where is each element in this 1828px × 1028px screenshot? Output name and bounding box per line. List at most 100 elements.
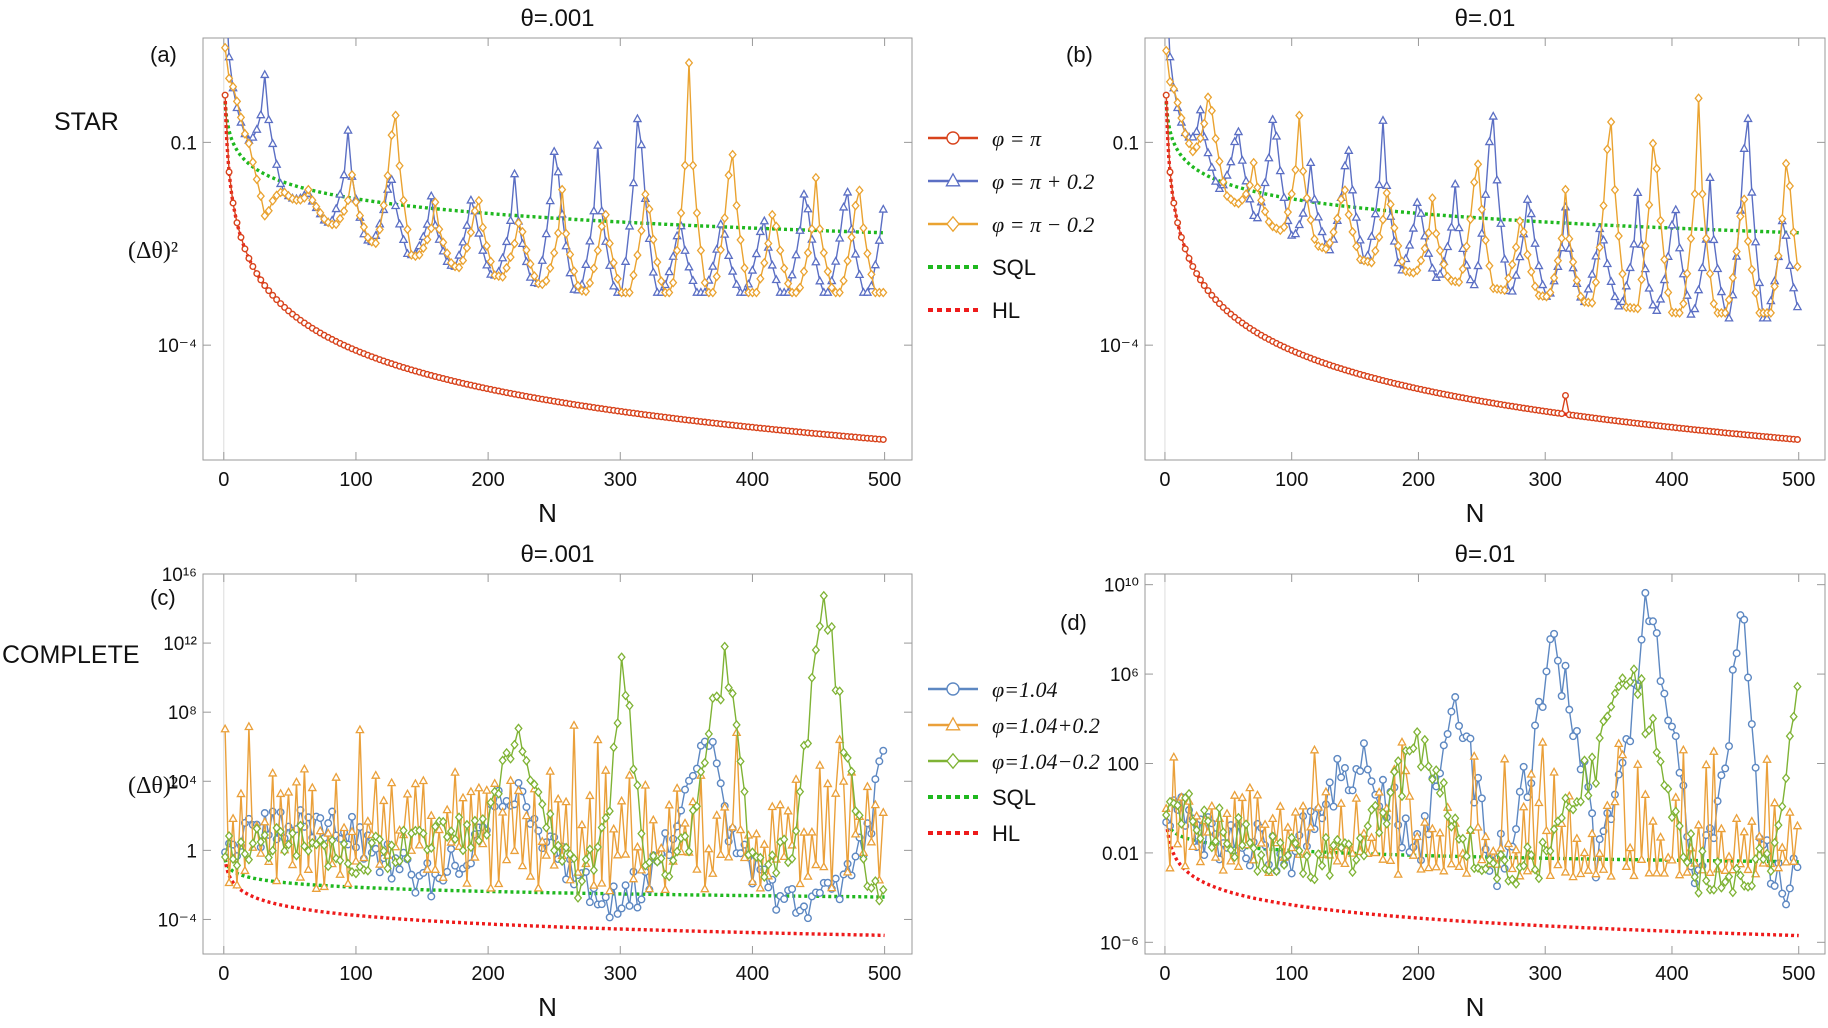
data-point (1652, 305, 1662, 314)
data-point (1238, 194, 1247, 205)
data-point (1728, 272, 1737, 283)
series-φ=1.04−0.2 (220, 590, 888, 906)
data-point (268, 195, 277, 206)
data-point (486, 882, 496, 892)
data-point (1210, 852, 1221, 861)
x-tick-label: 200 (1402, 469, 1435, 491)
data-point (1321, 786, 1331, 796)
data-point (486, 256, 495, 267)
data-point (593, 842, 602, 852)
data-point (1302, 850, 1312, 861)
data-point (1348, 226, 1357, 237)
legend-marker (946, 752, 960, 770)
data-point (240, 865, 250, 875)
data-point (684, 57, 694, 68)
data-point (1664, 783, 1673, 794)
data-point (1306, 214, 1315, 225)
data-point (434, 824, 444, 834)
data-point (1234, 812, 1243, 823)
data-point (1347, 184, 1358, 194)
data-point (1694, 887, 1703, 898)
data-point (712, 271, 721, 282)
data-point (1561, 661, 1570, 670)
data-point (1408, 850, 1419, 859)
data-point (470, 852, 480, 861)
data-point (1526, 769, 1536, 778)
data-point (561, 842, 571, 853)
data-point (1180, 860, 1190, 870)
data-point (1389, 236, 1400, 245)
data-point (835, 287, 844, 298)
data-point (1393, 869, 1403, 878)
data-point (787, 853, 797, 864)
data-point (335, 869, 345, 878)
data-point (1162, 810, 1171, 820)
data-point (236, 788, 246, 798)
data-point (1492, 873, 1502, 884)
data-point (819, 590, 828, 601)
data-point (1208, 291, 1216, 299)
data-point (613, 909, 622, 918)
data-point (554, 228, 563, 239)
data-point (1754, 277, 1765, 287)
data-point (394, 218, 405, 228)
data-point (1173, 800, 1182, 811)
data-point (569, 853, 579, 864)
data-point (1674, 869, 1685, 879)
data-point (780, 895, 789, 904)
data-point (335, 213, 345, 224)
x-tick-label: 0 (1159, 963, 1170, 985)
data-point (625, 700, 634, 711)
y-tick-label: 1 (186, 841, 197, 862)
data-point (633, 780, 642, 791)
chart-title: θ=.01 (1455, 541, 1516, 568)
data-point (1549, 824, 1559, 835)
data-point (1442, 802, 1453, 811)
data-point (1249, 157, 1258, 168)
data-point (375, 834, 384, 845)
data-point (339, 822, 349, 832)
data-point (1770, 281, 1779, 292)
series-φ=π (1162, 91, 1801, 444)
data-point (850, 248, 861, 258)
data-point (1690, 189, 1699, 200)
data-point (1781, 856, 1791, 866)
data-point (1212, 296, 1220, 304)
data-point (1640, 789, 1651, 799)
data-point (1522, 194, 1533, 203)
data-point (645, 204, 654, 215)
data-point (1591, 277, 1601, 288)
data-point (605, 913, 614, 922)
data-point (1374, 787, 1384, 796)
legend-top: φ = π φ = π + 0.2 φ = π − 0.2 SQL HL (928, 126, 1094, 323)
data-point (657, 853, 666, 864)
data-point (879, 287, 888, 298)
data-point (879, 746, 888, 755)
data-point (589, 205, 599, 215)
data-point (1363, 821, 1372, 832)
data-point (363, 816, 373, 825)
data-point (1485, 260, 1494, 271)
data-point (677, 806, 686, 815)
data-point (1454, 861, 1464, 871)
data-point (1648, 138, 1658, 149)
data-point (260, 816, 270, 826)
data-point (1344, 839, 1353, 850)
data-point (788, 884, 797, 893)
data-point (1724, 294, 1734, 305)
data-point (780, 834, 789, 845)
data-point (1378, 214, 1388, 225)
panel-label: (d) (1060, 610, 1087, 635)
data-point (716, 779, 725, 788)
data-point (604, 885, 615, 895)
data-point (237, 233, 245, 241)
data-point (1518, 801, 1529, 811)
data-point (224, 51, 234, 61)
data-point (273, 296, 281, 304)
data-point (522, 755, 531, 766)
data-point (1565, 705, 1574, 714)
data-point (1215, 156, 1224, 167)
legend-bottom: φ=1.04 φ=1.04+0.2 φ=1.04−0.2 SQL HL (928, 677, 1100, 846)
data-point (1489, 858, 1498, 869)
data-point (311, 883, 322, 892)
